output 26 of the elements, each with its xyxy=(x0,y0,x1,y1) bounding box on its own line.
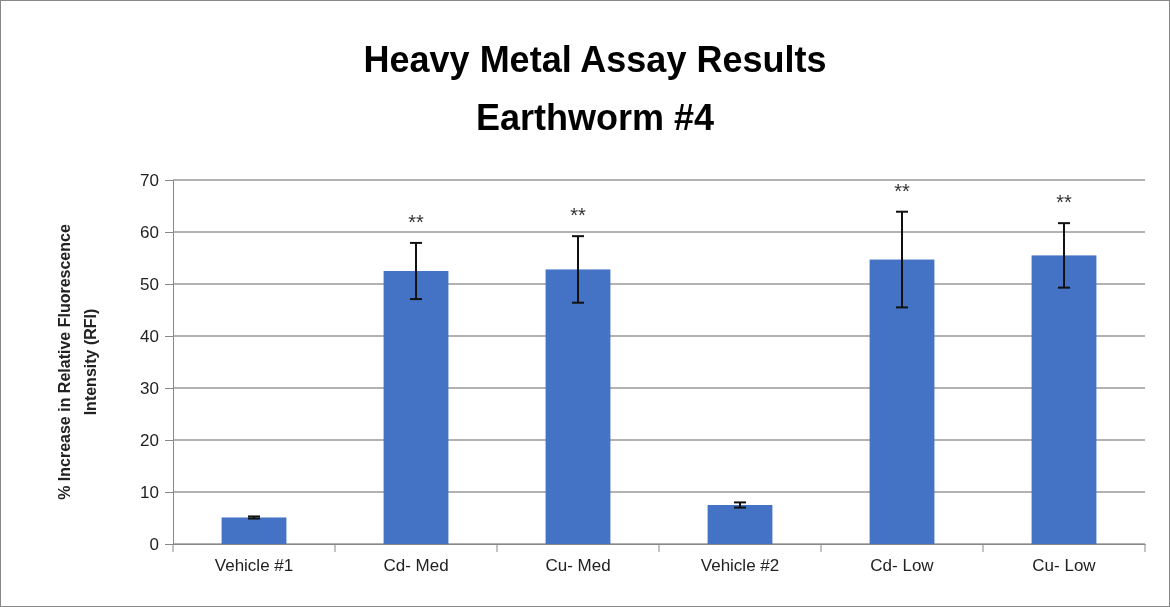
bar xyxy=(1031,255,1097,544)
x-tick-label: Cd- Low xyxy=(870,555,935,575)
chart-title: Heavy Metal Assay Results Earthworm #4 xyxy=(363,39,827,138)
y-tick-label: 30 xyxy=(140,378,159,398)
y-tick-label: 50 xyxy=(140,274,159,294)
annotation: ** xyxy=(570,204,586,227)
x-tick-label: Cu- Med xyxy=(545,555,611,575)
bar xyxy=(707,505,773,544)
bar xyxy=(869,259,935,544)
x-tick-label: Cd- Med xyxy=(383,555,449,575)
annotation: ** xyxy=(408,210,424,233)
y-tick-label: 70 xyxy=(140,170,159,190)
bar xyxy=(383,271,449,544)
y-tick-label: 0 xyxy=(149,534,159,554)
annotation: ** xyxy=(894,179,910,202)
annotation: ** xyxy=(1056,191,1072,214)
x-tick-label: Vehicle #1 xyxy=(214,555,294,575)
bar xyxy=(221,517,287,544)
y-tick-label: 20 xyxy=(140,430,159,450)
y-tick-label: 40 xyxy=(140,326,159,346)
x-tick-label: Vehicle #2 xyxy=(700,555,780,575)
bar xyxy=(545,269,611,544)
y-tick-label: 10 xyxy=(140,482,159,502)
y-tick-label: 60 xyxy=(140,222,159,242)
x-tick-label: Cu- Low xyxy=(1032,555,1097,575)
y-axis-title: % Increase in Relative Fluorescence Intensity (RFI) xyxy=(56,224,99,500)
